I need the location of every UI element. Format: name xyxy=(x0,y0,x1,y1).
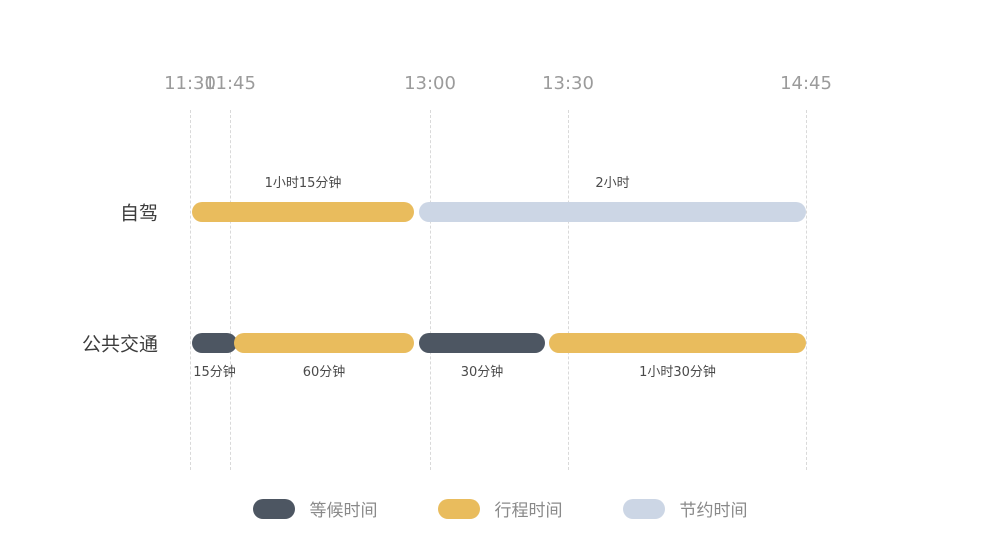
legend-swatch-wait xyxy=(252,498,295,519)
bar-wait xyxy=(192,333,237,353)
bar-travel xyxy=(549,333,806,353)
legend-swatch-saved xyxy=(622,498,665,519)
bar-travel xyxy=(234,333,414,353)
axis-tick-label: 11:30 xyxy=(164,73,216,94)
bar-travel xyxy=(192,202,414,222)
gridline xyxy=(230,110,231,470)
axis-tick-label: 13:00 xyxy=(404,73,456,94)
legend-item-saved: 节约时间 xyxy=(622,496,748,521)
bar-duration-label: 30分钟 xyxy=(460,365,504,380)
bar-duration-label: 2小时 xyxy=(595,176,630,191)
row-label: 公共交通 xyxy=(81,333,158,356)
legend-item-travel: 行程时间 xyxy=(437,496,563,521)
axis-tick-label: 14:45 xyxy=(780,73,832,94)
bar-duration-label: 1小时30分钟 xyxy=(639,365,716,380)
gridline xyxy=(806,110,807,470)
bar-duration-label: 1小时15分钟 xyxy=(264,176,342,191)
legend-swatch-travel xyxy=(437,498,480,519)
bar-saved xyxy=(419,202,806,222)
gridline xyxy=(190,110,191,470)
axis-tick-label: 11:45 xyxy=(204,73,256,94)
legend-label: 节约时间 xyxy=(679,501,748,521)
legend: 等候时间 行程时间 节约时间 xyxy=(0,496,1000,521)
gridline xyxy=(568,110,569,470)
bar-wait xyxy=(419,333,545,353)
legend-item-wait: 等候时间 xyxy=(252,496,378,521)
gridline xyxy=(430,110,431,470)
bar-duration-label: 15分钟 xyxy=(193,365,236,380)
legend-label: 行程时间 xyxy=(494,501,563,521)
row-label: 自驾 xyxy=(119,202,158,225)
legend-label: 等候时间 xyxy=(309,501,378,521)
bar-duration-label: 60分钟 xyxy=(302,365,346,380)
axis-tick-label: 13:30 xyxy=(542,73,594,94)
